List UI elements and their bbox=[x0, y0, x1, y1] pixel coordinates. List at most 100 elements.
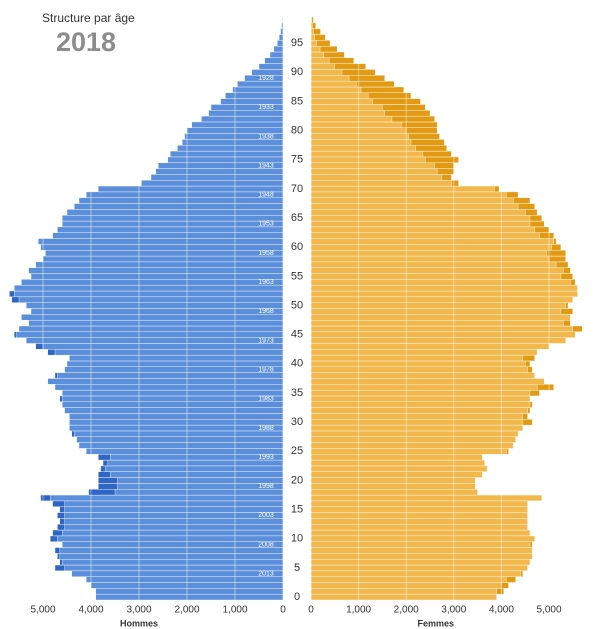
bar-women-surplus bbox=[422, 150, 452, 158]
bar-men-surplus bbox=[35, 343, 44, 350]
bar-women bbox=[310, 529, 531, 537]
bar-women bbox=[310, 459, 485, 467]
birth-year-label: 1968 bbox=[258, 308, 274, 315]
bar-women-surplus bbox=[563, 319, 571, 327]
bar-women bbox=[310, 477, 476, 484]
x-tick-label: 2,000 bbox=[174, 605, 199, 616]
birth-year-label: 1983 bbox=[258, 396, 274, 403]
x-tick-label: 5,000 bbox=[30, 605, 55, 616]
bar-women-surplus bbox=[501, 582, 509, 589]
bar-men bbox=[237, 80, 284, 88]
y-tick-label: 65 bbox=[291, 212, 303, 224]
bar-women bbox=[310, 261, 569, 268]
bar-men bbox=[59, 395, 284, 402]
bar-men bbox=[52, 500, 284, 507]
bar-men bbox=[76, 436, 284, 443]
bar-women bbox=[310, 290, 578, 298]
birth-year-label: 1938 bbox=[258, 133, 274, 140]
bar-women-surplus bbox=[494, 185, 500, 193]
bar-women bbox=[310, 360, 531, 368]
bar-men bbox=[69, 419, 284, 426]
bar-men bbox=[40, 244, 284, 251]
bar-men bbox=[141, 180, 284, 187]
bar-women-surplus bbox=[505, 576, 516, 583]
bar-women bbox=[310, 401, 533, 408]
bar-men bbox=[191, 121, 284, 128]
x-tick-label: 0 bbox=[308, 605, 314, 616]
y-tick-label: 30 bbox=[291, 416, 303, 428]
bar-women bbox=[310, 232, 554, 239]
bar-women bbox=[310, 343, 550, 350]
bar-women bbox=[310, 378, 545, 385]
bar-women-surplus bbox=[505, 448, 509, 455]
bar-men-surplus bbox=[97, 483, 118, 490]
bar-women bbox=[310, 384, 554, 391]
bar-men bbox=[269, 51, 284, 59]
x-tick-label: 1,000 bbox=[346, 605, 371, 616]
y-tick-label: 70 bbox=[291, 183, 303, 195]
bar-women bbox=[310, 337, 566, 344]
bar-women-surplus bbox=[520, 570, 524, 577]
bar-women bbox=[310, 314, 571, 321]
bar-men bbox=[208, 110, 284, 117]
bar-men bbox=[273, 45, 284, 53]
bar-men bbox=[21, 314, 284, 321]
bar-women bbox=[310, 588, 504, 595]
bar-women bbox=[310, 512, 528, 519]
bar-women-surplus bbox=[441, 174, 452, 181]
bar-men bbox=[47, 378, 284, 385]
bar-women-surplus bbox=[527, 407, 531, 414]
bar-men-surplus bbox=[57, 553, 61, 560]
chart-subtitle: 2018 bbox=[56, 27, 116, 57]
bar-men bbox=[64, 407, 284, 414]
bar-women-surplus bbox=[534, 226, 550, 233]
bar-men-surplus bbox=[9, 290, 15, 298]
bar-men-surplus bbox=[11, 296, 20, 303]
bar-women-surplus bbox=[451, 180, 459, 187]
bar-women-surplus bbox=[536, 384, 554, 391]
bar-men bbox=[54, 547, 284, 554]
bar-men bbox=[54, 384, 284, 391]
y-tick-label: 95 bbox=[291, 37, 303, 49]
bar-women bbox=[310, 564, 528, 572]
bar-men bbox=[62, 541, 284, 548]
bar-men bbox=[264, 57, 284, 64]
bar-men bbox=[97, 477, 284, 484]
birth-year-label: 2003 bbox=[258, 512, 274, 519]
bar-men bbox=[62, 389, 284, 397]
bar-women-surplus bbox=[348, 75, 385, 82]
bar-men bbox=[45, 249, 284, 257]
bar-men bbox=[13, 284, 284, 292]
bar-women bbox=[310, 215, 543, 222]
bar-women bbox=[310, 483, 476, 490]
birth-year-label: 1993 bbox=[258, 454, 274, 461]
bar-men bbox=[177, 145, 284, 152]
x-tick-label: 1,000 bbox=[222, 605, 247, 616]
bar-men bbox=[54, 564, 284, 572]
bar-men bbox=[28, 319, 284, 327]
bar-women-surplus bbox=[522, 413, 528, 420]
birth-year-label: 1958 bbox=[258, 250, 274, 257]
bar-women bbox=[310, 197, 531, 204]
bar-men bbox=[40, 494, 284, 502]
bar-men bbox=[18, 325, 284, 333]
bar-women bbox=[310, 424, 524, 432]
bar-men bbox=[85, 576, 284, 583]
birth-year-label: 1953 bbox=[258, 221, 274, 228]
bar-men bbox=[71, 430, 284, 437]
bar-women bbox=[310, 185, 500, 193]
bar-women bbox=[310, 220, 545, 228]
bar-men-surplus bbox=[57, 524, 65, 531]
bar-men bbox=[181, 139, 284, 146]
bar-women bbox=[310, 518, 528, 525]
bar-men bbox=[26, 302, 284, 309]
bar-women bbox=[310, 471, 483, 478]
bar-men bbox=[50, 535, 284, 542]
bar-men bbox=[78, 197, 284, 204]
bar-women bbox=[310, 430, 519, 437]
bar-men bbox=[30, 273, 284, 280]
bar-men bbox=[38, 238, 284, 245]
y-tick-label: 0 bbox=[294, 591, 300, 603]
bar-men bbox=[59, 518, 284, 525]
bar-men-surplus bbox=[59, 558, 63, 566]
